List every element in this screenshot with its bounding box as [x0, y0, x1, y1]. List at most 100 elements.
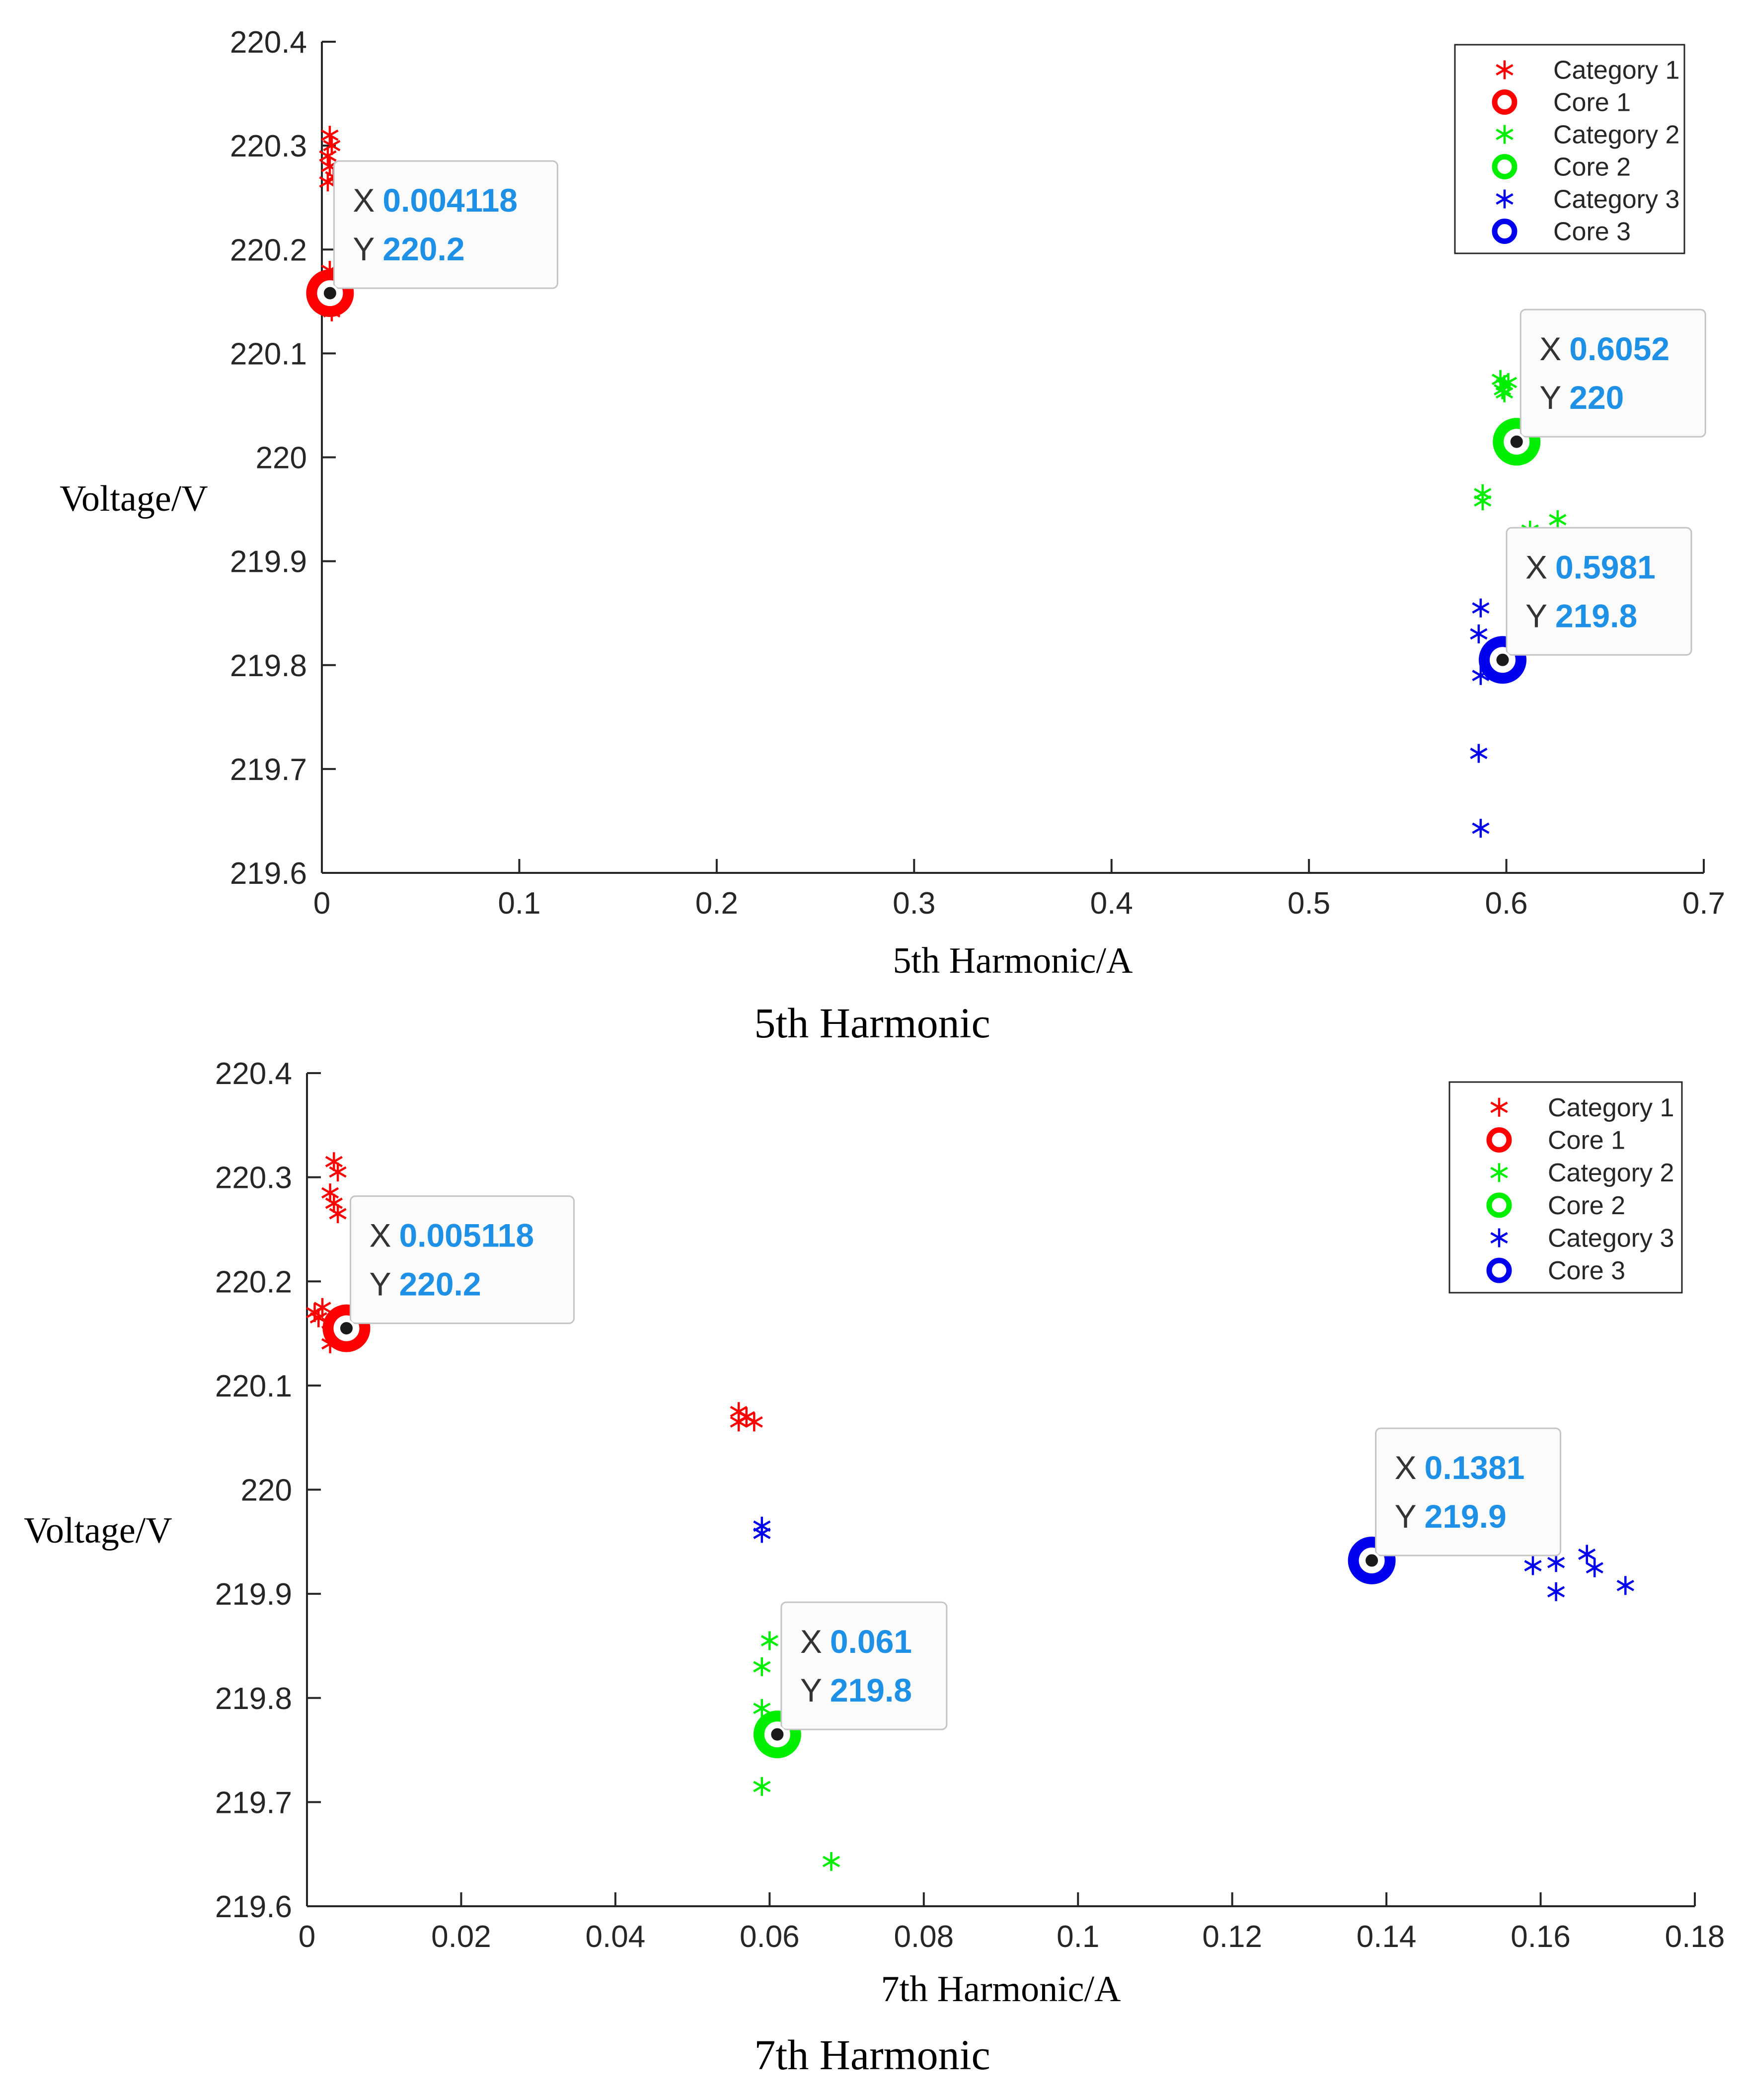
y-tick-label: 219.8: [230, 649, 307, 683]
data-point-asterisk: [321, 1183, 339, 1203]
data-point-asterisk: [760, 1631, 778, 1650]
x-tick-label: 0.4: [1090, 886, 1133, 921]
x-tick-label: 0.1: [498, 886, 540, 921]
datatip-anchor-dot: [337, 1320, 355, 1337]
x-axis-label: 7th Harmonic/A: [881, 1969, 1121, 2010]
data-point-asterisk: [323, 136, 341, 156]
datatip-x-value: 0.061: [830, 1623, 912, 1660]
legend-label: Core 1: [1548, 1126, 1625, 1155]
x-tick-label: 0.04: [586, 1920, 646, 1954]
data-point-asterisk: [1616, 1576, 1634, 1595]
y-tick-label: 220.3: [230, 129, 307, 163]
legend-label: Core 2: [1553, 153, 1631, 182]
legend-marker-circle: [1492, 89, 1517, 115]
legend-label: Core 1: [1553, 88, 1631, 117]
y-tick-label: 219.9: [230, 545, 307, 579]
series-category-2: [753, 1631, 840, 1871]
y-axis-label: Voltage/V: [24, 1510, 172, 1551]
legend-label: Category 2: [1553, 121, 1679, 150]
legend-marker-asterisk: [1496, 125, 1514, 144]
datatip-anchor-dot: [1494, 651, 1512, 669]
data-point-asterisk: [1586, 1558, 1603, 1577]
datatip-y-value: 219.9: [1425, 1498, 1507, 1535]
data-point-asterisk: [313, 1298, 331, 1317]
datatip-x-key: X: [369, 1217, 391, 1254]
legend-label: Core 2: [1548, 1191, 1625, 1220]
x-tick-label: 0.14: [1357, 1920, 1417, 1954]
data-point-asterisk: [753, 1524, 771, 1543]
datatip-x-key: X: [1395, 1449, 1417, 1486]
series-category-3: [1470, 598, 1490, 838]
data-point-asterisk: [753, 1777, 771, 1796]
datatip-x-value: 0.5981: [1555, 548, 1656, 585]
y-tick-label: 220.1: [215, 1369, 292, 1403]
y-tick-label: 219.7: [230, 753, 307, 787]
data-point-asterisk: [753, 1657, 771, 1676]
data-point-asterisk: [822, 1852, 840, 1871]
datatip-x-value: 0.004118: [382, 182, 518, 219]
legend-label: Core 3: [1553, 218, 1631, 246]
legend-label: Category 3: [1553, 185, 1679, 214]
legend-marker-asterisk: [1496, 60, 1514, 79]
legend-label: Category 1: [1548, 1093, 1674, 1122]
y-tick-label: 220.3: [215, 1161, 292, 1195]
x-axis-label: 5th Harmonic/A: [893, 940, 1133, 981]
x-tick-label: 0.02: [431, 1920, 491, 1954]
legend-marker-asterisk: [1496, 189, 1514, 209]
datatip-x-value: 0.1381: [1425, 1449, 1525, 1486]
legend-marker-circle: [1492, 219, 1517, 244]
datatip-box: [1375, 1427, 1562, 1556]
legend-marker-circle: [1486, 1127, 1512, 1153]
y-tick-label: 219.6: [215, 1890, 292, 1924]
datatip-y-key: Y: [369, 1266, 391, 1303]
y-tick-label: 220.1: [230, 337, 307, 371]
y-tick-label: 220.4: [215, 1057, 292, 1091]
legend-marker-circle: [1486, 1257, 1512, 1283]
x-tick-label: 0.18: [1665, 1920, 1725, 1954]
data-point-asterisk: [1547, 1582, 1565, 1601]
legend-label: Core 3: [1548, 1256, 1625, 1285]
legend-box: [1454, 44, 1685, 254]
data-point-asterisk: [753, 1699, 771, 1718]
data-point-asterisk: [1547, 1553, 1565, 1572]
data-point-asterisk: [329, 1204, 347, 1223]
datatip-y-value: 219.8: [1555, 597, 1637, 634]
legend: Category 1 Core 1 Category 2 Core 2 Category…: [1448, 1081, 1683, 1294]
data-point-asterisk: [325, 1194, 343, 1213]
data-point-asterisk: [1524, 1556, 1542, 1575]
data-point-asterisk: [1472, 598, 1490, 618]
data-point-asterisk: [730, 1412, 748, 1432]
x-tick-label: 0.6: [1485, 886, 1527, 921]
data-point-asterisk: [1474, 491, 1492, 511]
datatip-anchor-dot: [1508, 433, 1525, 451]
x-tick-label: 0.3: [893, 886, 935, 921]
data-point-asterisk: [329, 1163, 347, 1182]
data-point-asterisk: [1470, 744, 1488, 763]
datatip-x-key: X: [1539, 330, 1561, 367]
chart-caption: 5th Harmonic: [754, 999, 990, 1047]
datatip-x-key: X: [1525, 548, 1547, 585]
y-tick-label: 220: [256, 441, 307, 475]
chart-caption: 7th Harmonic: [754, 2031, 990, 2079]
y-tick-label: 220: [241, 1474, 292, 1508]
datatip-y-value: 219.8: [830, 1672, 912, 1709]
data-point-asterisk: [321, 126, 339, 145]
datatip-y-key: Y: [353, 231, 375, 267]
legend-marker-asterisk: [1490, 1097, 1508, 1117]
x-tick-label: 0.1: [1057, 1920, 1099, 1954]
datatip-y-key: Y: [1539, 379, 1561, 416]
y-tick-label: 219.7: [215, 1786, 292, 1820]
datatip-anchor-dot: [321, 284, 339, 302]
data-point-asterisk: [325, 1152, 343, 1171]
datatip-y-key: Y: [1525, 597, 1547, 634]
data-point-asterisk: [319, 147, 337, 165]
y-tick-label: 220.4: [230, 25, 307, 60]
x-tick-label: 0: [313, 886, 330, 921]
datatip-y-key: Y: [1395, 1498, 1417, 1535]
